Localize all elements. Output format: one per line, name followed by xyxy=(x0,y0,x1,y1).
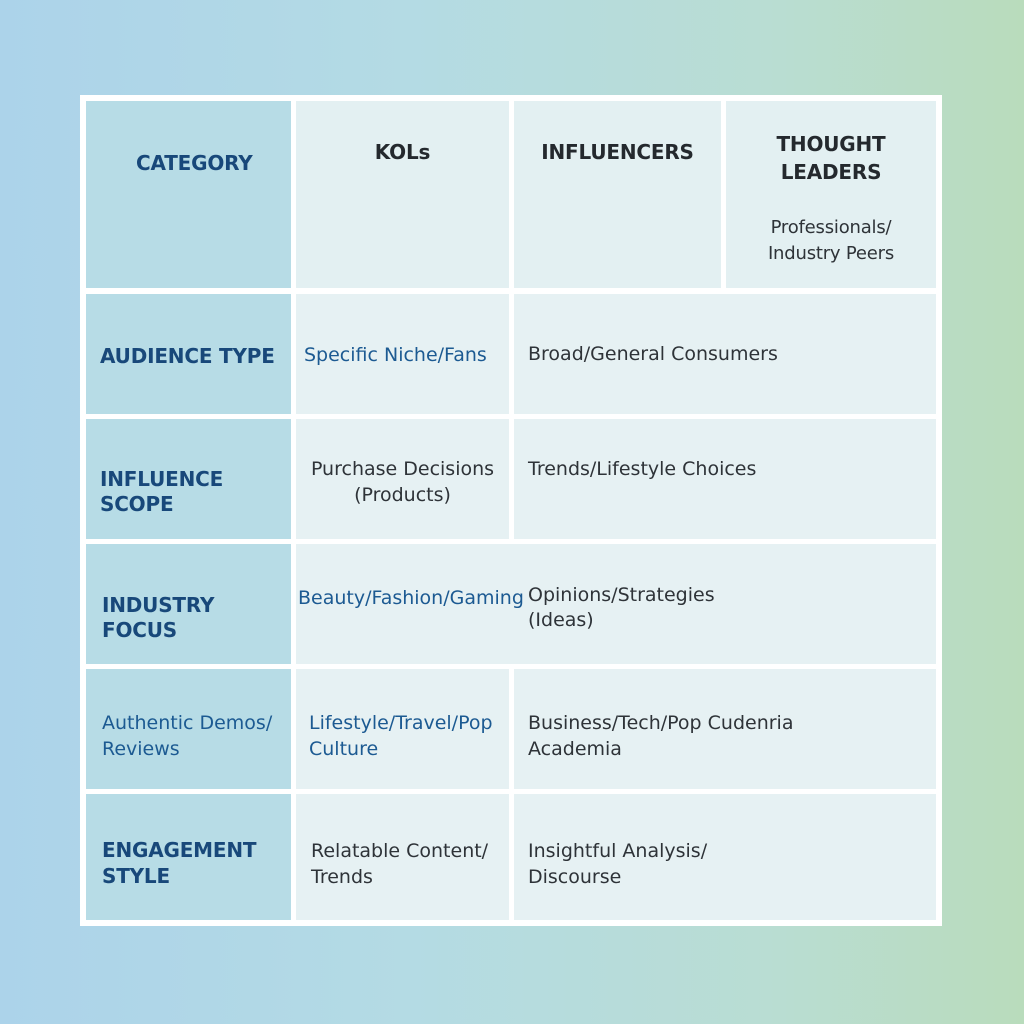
header-influencers-label: INFLUENCERS xyxy=(541,140,694,164)
row-influence-scope-rest-cell: Trends/Lifestyle Choices xyxy=(514,419,936,539)
header-kols-label: KOLs xyxy=(374,140,431,164)
row-industry-focus-rest-line1: Opinions/Strategies xyxy=(528,584,715,606)
header-category-label: CATEGORY xyxy=(136,151,253,175)
row-industry-focus-rest-line2: (Ideas) xyxy=(528,609,594,631)
row-industry-focus-label-cell: INDUSTRY FOCUS xyxy=(86,544,291,664)
header-thought-leaders-label-line2: LEADERS xyxy=(780,160,882,184)
row-authentic-demos-kols-line1: Lifestyle/Travel/Pop xyxy=(309,712,493,734)
row-engagement-style-kols-cell: Relatable Content/ Trends xyxy=(296,794,509,920)
row-influence-scope-label: INFLUENCE SCOPE xyxy=(100,467,224,516)
header-thought-leaders-label-line1: THOUGHT xyxy=(776,132,886,156)
header-thought-leaders-cell: THOUGHT LEADERS Professionals/ Industry … xyxy=(726,101,936,288)
row-engagement-style-label-line2: STYLE xyxy=(102,864,170,888)
header-kols-cell: KOLs xyxy=(296,101,509,288)
row-audience-type-kols: Specific Niche/Fans xyxy=(304,344,487,366)
header-thought-leaders-sub-line1: Professionals/ xyxy=(770,217,892,238)
row-influence-scope-kols-line1: Purchase Decisions xyxy=(310,458,495,480)
row-industry-focus-kols: Beauty/Fashion/Gaming xyxy=(298,587,524,609)
row-industry-focus-label: INDUSTRY FOCUS xyxy=(102,593,215,642)
row-influence-scope-kols-cell: Purchase Decisions (Products) xyxy=(296,419,509,539)
row-engagement-style-rest-line1: Insightful Analysis/ xyxy=(528,840,708,862)
row-engagement-style-kols-line2: Trends xyxy=(311,866,373,888)
row-engagement-style-rest-cell: Insightful Analysis/ Discourse xyxy=(514,794,936,920)
row-audience-type-rest-cell: Broad/General Consumers xyxy=(514,294,936,414)
row-engagement-style-label-line1: ENGAGEMENT xyxy=(102,838,257,862)
row-authentic-demos-kols-cell: Lifestyle/Travel/Pop Culture xyxy=(296,669,509,789)
header-thought-leaders-sub-line2: Industry Peers xyxy=(767,243,895,264)
row-influence-scope-kols-line2: (Products) xyxy=(354,484,451,506)
comparison-table: CATEGORY KOLs INFLUENCERS THOUGHT LEADER… xyxy=(80,95,942,926)
row-authentic-demos-rest-line2: Academia xyxy=(528,738,622,760)
row-influence-scope-label-cell: INFLUENCE SCOPE xyxy=(86,419,291,539)
row-audience-type-kols-cell: Specific Niche/Fans xyxy=(296,294,509,414)
row-audience-type-label-cell: AUDIENCE TYPE xyxy=(86,294,291,414)
row-authentic-demos-label-line1: Authentic Demos/ xyxy=(102,712,273,734)
row-engagement-style-kols-line1: Relatable Content/ xyxy=(311,840,489,862)
header-category-cell: CATEGORY xyxy=(86,101,291,288)
row-authentic-demos-rest-cell: Business/Tech/Pop Cudenria Academia xyxy=(514,669,936,789)
row-authentic-demos-kols-line2: Culture xyxy=(309,738,379,760)
row-audience-type-label: AUDIENCE TYPE xyxy=(100,344,275,368)
header-influencers-cell: INFLUENCERS xyxy=(514,101,721,288)
row-engagement-style-label-cell: ENGAGEMENT STYLE xyxy=(86,794,291,920)
row-authentic-demos-rest-line1: Business/Tech/Pop Cudenria xyxy=(528,712,794,734)
row-influence-scope-rest: Trends/Lifestyle Choices xyxy=(528,458,757,480)
row-authentic-demos-label-line2: Reviews xyxy=(102,738,180,760)
row-engagement-style-rest-line2: Discourse xyxy=(528,866,622,888)
row-authentic-demos-label-cell: Authentic Demos/ Reviews xyxy=(86,669,291,789)
row-audience-type-rest: Broad/General Consumers xyxy=(528,343,778,365)
row-industry-focus-content-cell: Beauty/Fashion/Gaming Opinions/Strategie… xyxy=(296,544,936,664)
